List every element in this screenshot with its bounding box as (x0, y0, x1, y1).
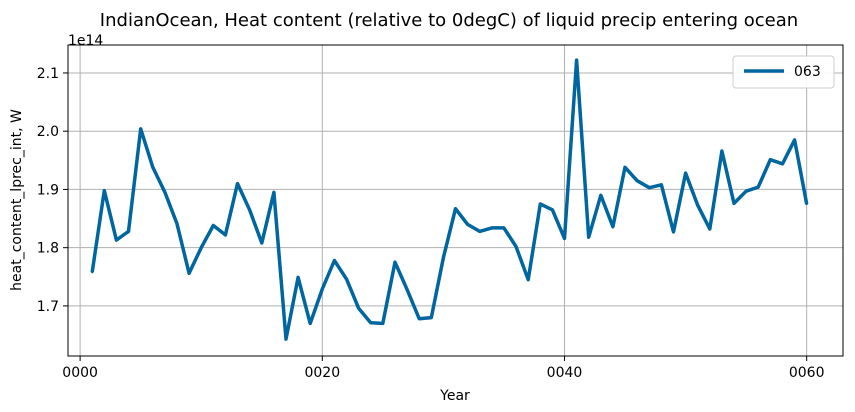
data-point (224, 233, 227, 237)
data-point (478, 230, 481, 233)
data-point (151, 166, 154, 169)
data-point (805, 202, 808, 206)
y-tick-label: 2.0 (37, 124, 59, 140)
data-point (200, 246, 203, 249)
data-point (454, 207, 457, 210)
x-tick-label: 0020 (304, 365, 340, 381)
data-point (502, 226, 506, 230)
data-point (660, 183, 663, 186)
data-point (272, 191, 276, 194)
data-point (793, 138, 796, 142)
data-point (405, 288, 409, 291)
data-point (212, 224, 215, 227)
y-tick-label: 1.9 (37, 182, 59, 198)
data-point (139, 127, 142, 131)
data-point (611, 225, 615, 228)
data-point (599, 194, 603, 197)
data-point (781, 162, 784, 166)
data-point (757, 185, 760, 189)
data-point (115, 238, 118, 242)
data-point (623, 166, 627, 169)
x-tick-label: 0060 (789, 365, 825, 381)
data-point (321, 287, 324, 291)
data-point (417, 317, 421, 320)
chart-title: IndianOcean, Heat content (relative to 0… (100, 10, 798, 31)
data-point (466, 223, 469, 226)
data-point (635, 179, 639, 182)
data-point (696, 203, 699, 207)
data-point (308, 322, 312, 325)
data-point (345, 277, 348, 281)
data-point (490, 226, 494, 230)
data-point (393, 261, 397, 264)
data-point (127, 230, 130, 233)
data-point (381, 322, 385, 325)
data-point (103, 189, 106, 192)
data-point (442, 256, 445, 259)
data-point (260, 241, 263, 245)
series-lines (90, 58, 809, 341)
data-point (587, 235, 590, 239)
y-tick-label: 1.8 (37, 241, 59, 257)
data-point (575, 58, 578, 62)
legend: 063 (732, 55, 835, 89)
plot-frame (67, 44, 844, 357)
data-point (91, 270, 94, 274)
data-point (648, 186, 651, 189)
x-tick-label: 0000 (62, 365, 98, 381)
data-point (163, 191, 167, 194)
data-point (684, 171, 687, 175)
data-point (539, 202, 542, 206)
data-point (744, 189, 748, 193)
data-point (248, 208, 251, 212)
y-tick-label: 2.1 (37, 66, 59, 82)
data-point (672, 230, 675, 234)
x-axis-label: Year (439, 388, 470, 404)
series-line-063 (90, 58, 809, 341)
data-point (563, 237, 566, 240)
data-point (514, 245, 518, 248)
data-point (284, 337, 288, 341)
data-point (526, 278, 530, 281)
data-point (357, 307, 360, 310)
legend-label-063: 063 (794, 64, 821, 80)
data-point (430, 316, 433, 319)
grid-lines (68, 45, 843, 356)
data-point (769, 158, 772, 161)
data-point (369, 321, 372, 325)
data-point (732, 202, 736, 205)
data-point (187, 272, 191, 275)
data-point (333, 259, 336, 262)
data-point (708, 227, 711, 231)
y-tick-label: 1.7 (37, 299, 59, 315)
data-point (236, 182, 239, 185)
x-tick-label: 0040 (547, 365, 583, 381)
y-axis-label: heat_content_lprec_int, W (9, 109, 25, 291)
data-point (551, 208, 554, 212)
y-offset-label: 1e14 (68, 33, 103, 49)
data-point (296, 276, 300, 279)
data-point (175, 222, 179, 225)
axis-ticks: 0000 0020 0040 0060 1.7 1.8 1.9 2.0 2.1 (37, 66, 825, 381)
data-point (720, 149, 724, 153)
